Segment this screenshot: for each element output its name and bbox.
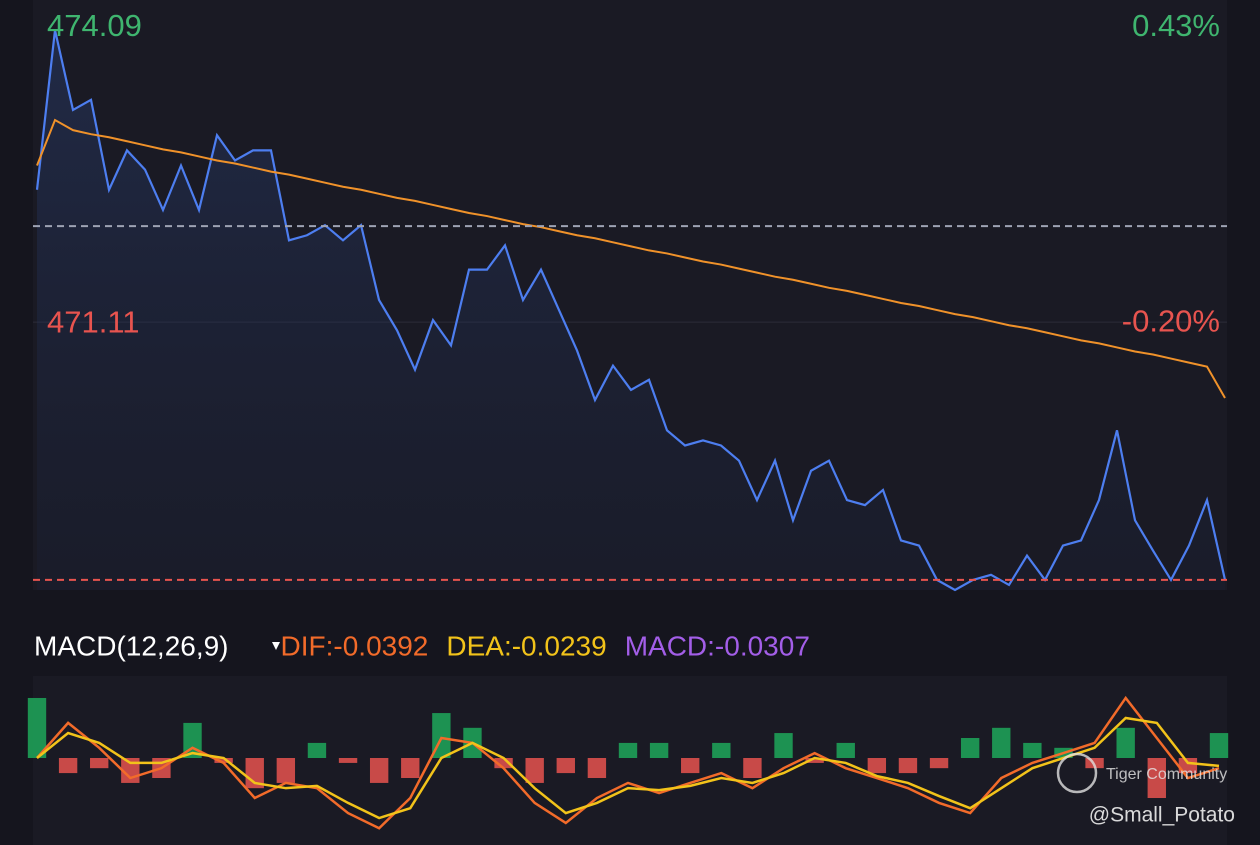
y2-tick-label: -0.20% — [1122, 304, 1220, 339]
macd-bar — [649, 742, 669, 758]
macd-bar — [681, 758, 700, 774]
watermark-user: @Small_Potato — [1089, 804, 1235, 827]
macd-header: MACD:-0.0307 — [625, 630, 810, 661]
macd-bar — [556, 758, 575, 774]
macd-bar — [618, 742, 638, 758]
macd-bar — [867, 758, 887, 774]
macd-bar — [27, 697, 47, 758]
macd-line — [36, 695, 1220, 830]
macd-header: DIF:-0.0392 — [281, 630, 429, 661]
macd-bar — [805, 758, 824, 763]
macd-bar — [1209, 733, 1229, 758]
watermark-brand: Tiger Community — [1106, 766, 1227, 783]
y2-tick-label: 0.43% — [1132, 8, 1220, 43]
macd-bar — [743, 758, 762, 779]
macd-bar — [90, 758, 109, 769]
macd-line — [36, 716, 1220, 820]
macd-chart: MACD(12,26,9) DIF:-0.0392 DEA:-0.0239 MACD:… — [27, 630, 1229, 830]
macd-bar — [1147, 758, 1166, 799]
macd-bar — [836, 742, 855, 758]
macd-bar — [276, 758, 296, 783]
macd-bar — [1178, 758, 1198, 774]
macd-bar — [525, 758, 544, 783]
macd-bar — [774, 733, 793, 758]
macd-bar — [338, 758, 358, 763]
macd-bar — [214, 758, 233, 763]
macd-bar — [712, 742, 731, 758]
macd-bar — [369, 758, 389, 783]
macd-header: DEA:-0.0239 — [446, 630, 606, 661]
macd-bar — [1116, 727, 1135, 758]
average-line — [36, 118, 1226, 399]
y-tick-label: 471.11 — [47, 304, 140, 339]
macd-header: MACD(12,26,9) — [34, 630, 229, 661]
macd-bar — [992, 727, 1011, 758]
macd-bar — [401, 758, 420, 779]
macd-bar — [929, 758, 949, 769]
y-tick-label: 474.09 — [47, 8, 142, 43]
macd-panel — [33, 676, 1227, 845]
macd-bar — [898, 758, 918, 774]
price-area — [37, 30, 1225, 591]
macd-bar — [494, 758, 513, 769]
macd-bar — [587, 758, 607, 779]
macd-bar — [960, 737, 980, 758]
macd-bar — [58, 758, 78, 774]
price-line — [35, 29, 1227, 592]
macd-bar — [1023, 742, 1042, 758]
macd-bar — [307, 742, 327, 758]
dropdown-arrow[interactable] — [272, 642, 280, 650]
price-chart: 474.09 471.11 0.43% -0.20% — [33, 8, 1227, 592]
watermark-logo — [1056, 752, 1098, 794]
